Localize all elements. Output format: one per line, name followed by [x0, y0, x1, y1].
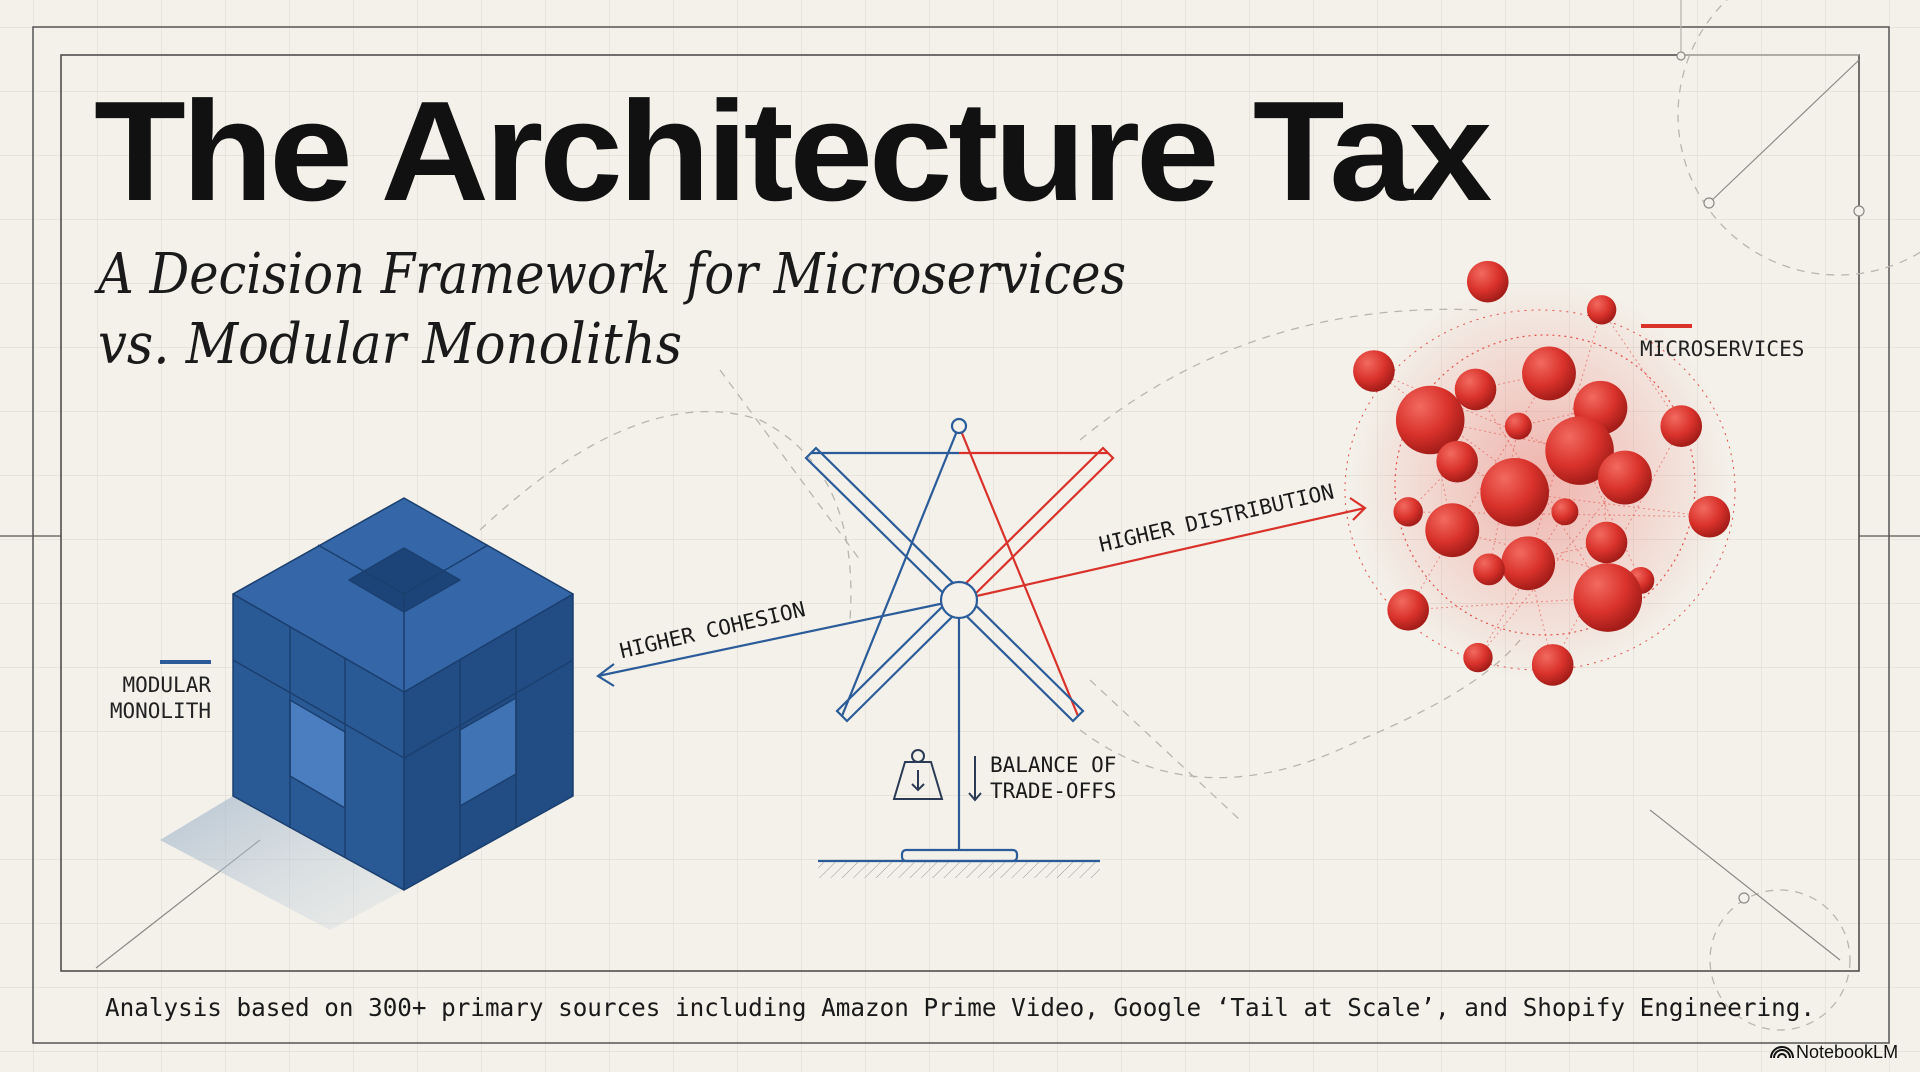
balance-scale: [596, 417, 1367, 878]
construction-lines: [479, 0, 1920, 1031]
weight-icon: [892, 749, 944, 800]
service-node: [1585, 521, 1628, 564]
higher-distribution-arrow: [958, 506, 1366, 602]
service-node: [1551, 498, 1579, 526]
service-link: [1601, 309, 1682, 427]
service-link: [1488, 426, 1519, 570]
service-node: [1531, 644, 1574, 686]
balance-label-line-2: TRADE-OFFS: [990, 779, 1116, 803]
service-node: [1395, 385, 1465, 455]
service-link: [1429, 419, 1453, 531]
modular-monolith-label-line-1: MODULAR: [122, 673, 211, 697]
service-node: [1393, 497, 1423, 527]
service-node: [1688, 495, 1731, 538]
page-title: The Architecture Tax: [94, 72, 1491, 231]
outer-frame: [32, 26, 1890, 1044]
service-node: [1573, 563, 1643, 632]
service-node: [1466, 260, 1509, 303]
modular-monolith-label-line-2: MONOLITH: [110, 699, 211, 723]
service-node: [1463, 642, 1493, 673]
microservices-cluster: [1344, 260, 1736, 686]
service-node: [1597, 450, 1652, 505]
service-link: [1475, 389, 1609, 598]
service-node: [1660, 405, 1703, 447]
service-node: [1501, 536, 1556, 591]
service-link: [1408, 597, 1608, 611]
service-node: [1586, 295, 1617, 325]
service-link: [1407, 373, 1550, 611]
higher-cohesion-arrow: [597, 598, 960, 678]
service-node: [1454, 368, 1497, 411]
modular-monolith-cube: [160, 497, 574, 930]
notebooklm-brand: NotebookLM: [1796, 1042, 1898, 1062]
microservices-label: MICROSERVICES: [1640, 337, 1804, 361]
service-node: [1504, 412, 1532, 440]
subtitle-line-2: vs. Modular Monoliths: [98, 312, 682, 377]
service-node: [1436, 440, 1478, 483]
footer-sources: Analysis based on 300+ primary sources i…: [105, 993, 1815, 1022]
service-link: [1477, 511, 1566, 658]
service-node: [1425, 503, 1480, 558]
service-node: [1522, 346, 1576, 401]
notebooklm-logo-icon: [1770, 1046, 1794, 1059]
down-arrow-icon: [968, 756, 982, 802]
service-node: [1473, 553, 1505, 586]
inner-frame: [60, 54, 1860, 972]
subtitle-line-1: A Decision Framework for Microservices: [94, 242, 1126, 307]
balance-label-line-1: BALANCE OF: [990, 753, 1116, 777]
service-node: [1545, 416, 1614, 485]
service-node: [1387, 588, 1429, 631]
service-node: [1480, 457, 1549, 527]
service-link: [1579, 450, 1642, 581]
service-node: [1353, 350, 1395, 392]
